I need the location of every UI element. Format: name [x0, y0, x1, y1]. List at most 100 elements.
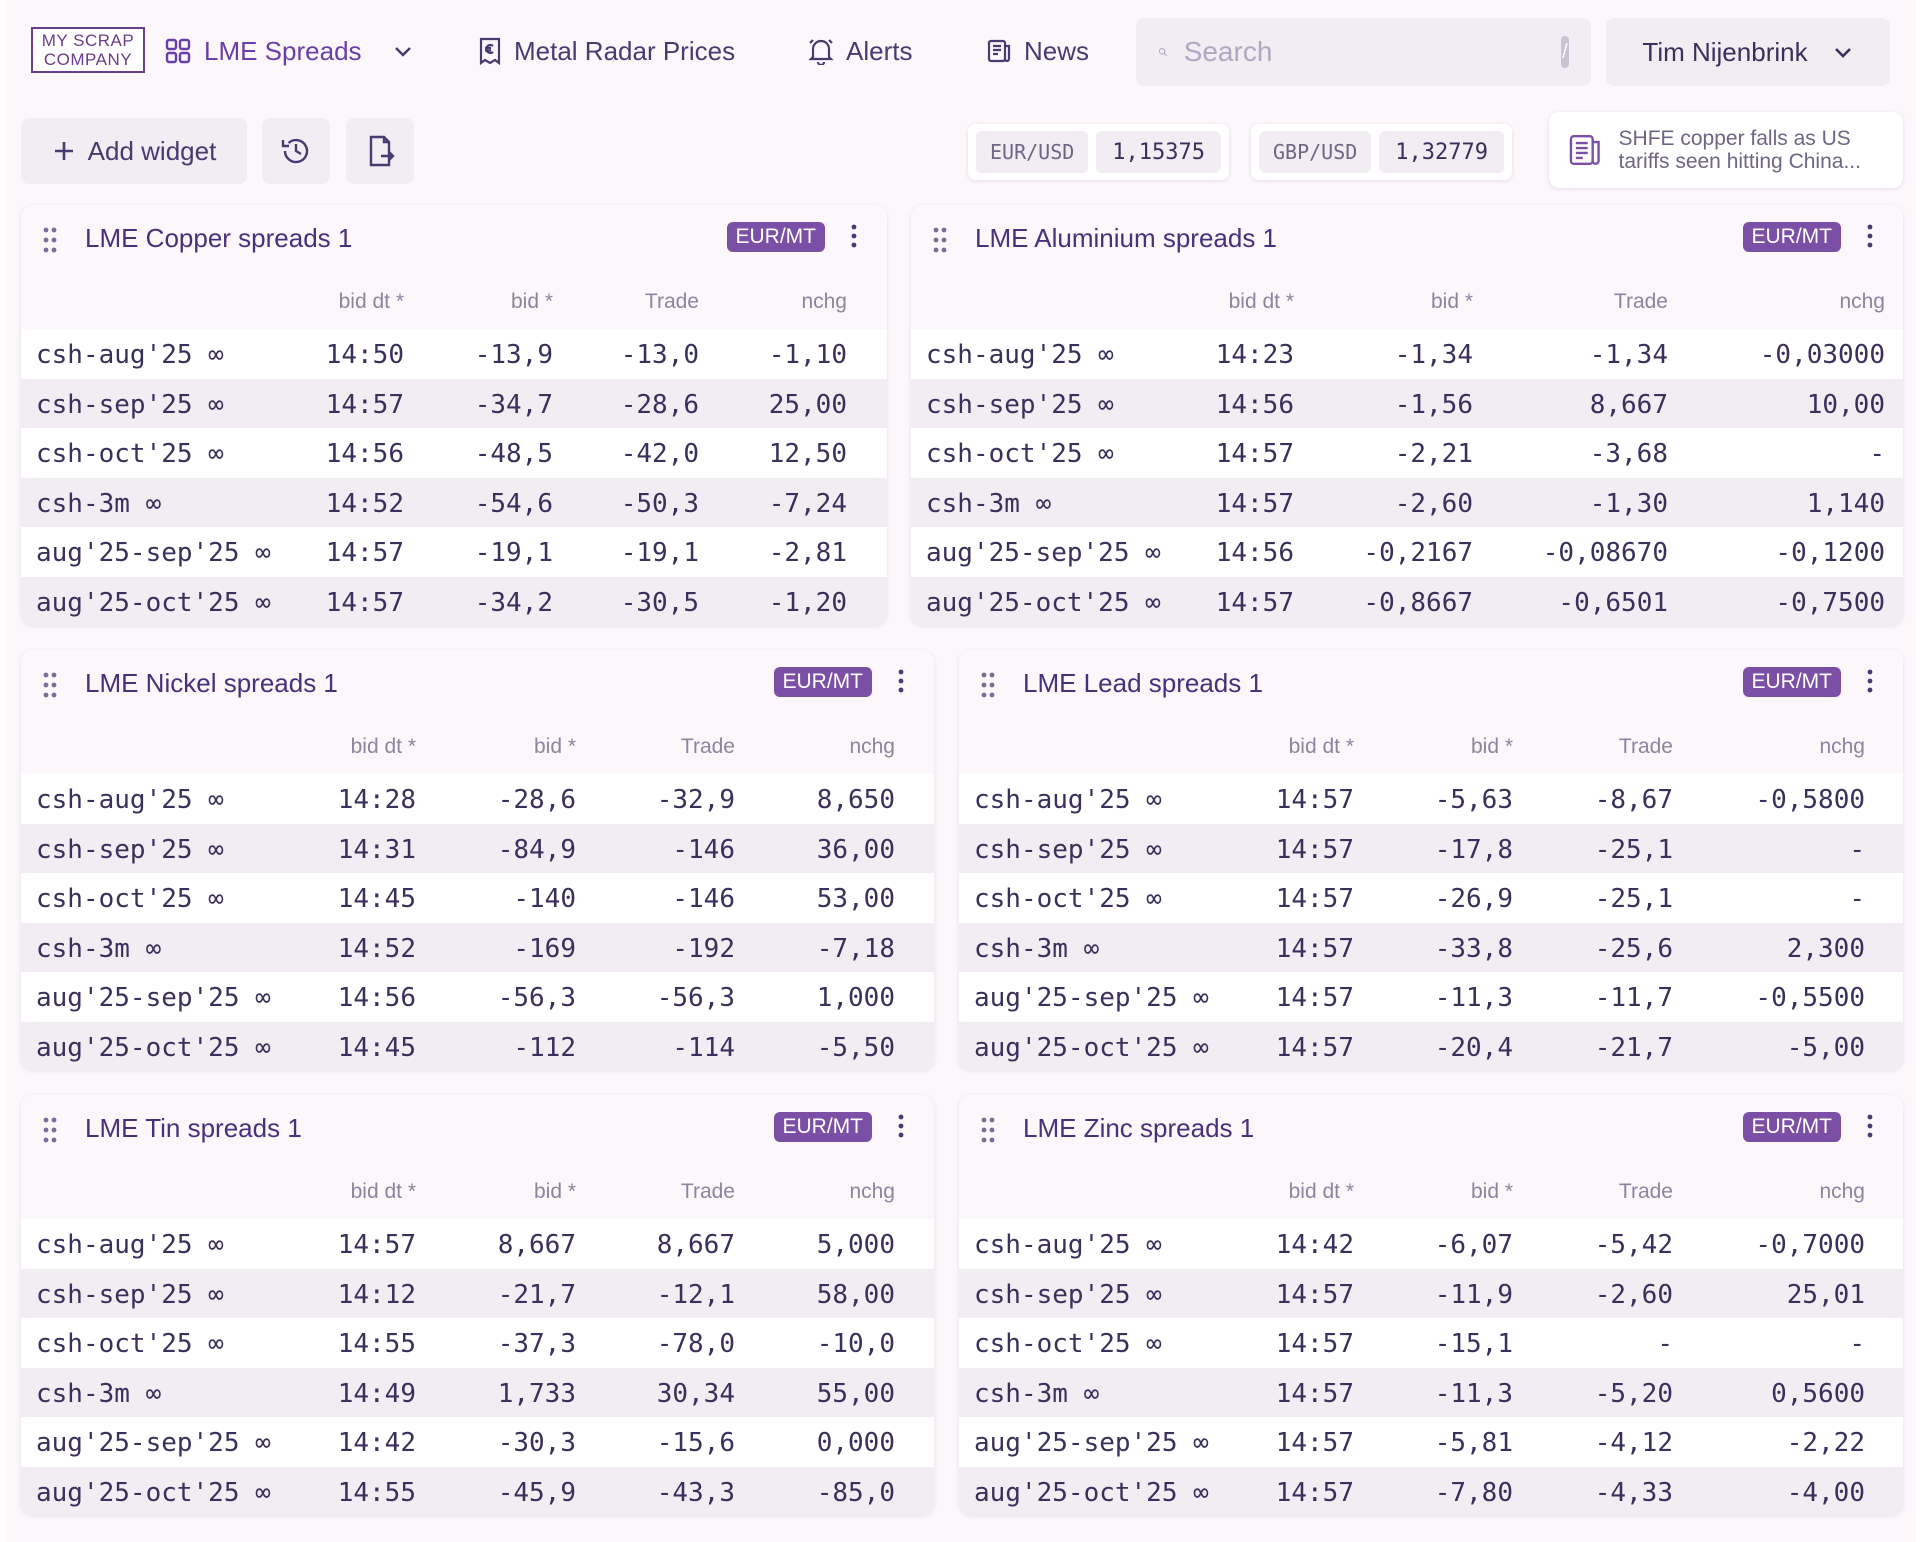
table-row[interactable]: csh-oct'25 ∞ 14:45 -140 -146 53,00	[21, 873, 934, 923]
table-row[interactable]: csh-sep'25 ∞ 14:57 -11,9 -2,60 25,01	[959, 1268, 1903, 1319]
table-row[interactable]: aug'25-oct'25 ∞ 14:45 -112 -114 -5,50	[21, 1021, 934, 1070]
table-row[interactable]: aug'25-oct'25 ∞ 14:57 -0,8667 -0,6501 -0,750…	[911, 576, 1903, 625]
column-header[interactable]: Trade	[680, 1180, 735, 1203]
column-header[interactable]: bid *	[1430, 290, 1473, 313]
table-row[interactable]: csh-aug'25 ∞ 14:28 -28,6 -32,9 8,650	[21, 774, 934, 824]
search-bar[interactable]: /	[1136, 18, 1591, 86]
column-header[interactable]: Trade	[1618, 735, 1673, 758]
table-row[interactable]: csh-3m ∞ 14:49 1,733 30,34 55,00	[21, 1367, 934, 1418]
table-row[interactable]: csh-oct'25 ∞ 14:57 -15,1 - -	[959, 1318, 1903, 1368]
table-row[interactable]: aug'25-oct'25 ∞ 14:57 -34,2 -30,5 -1,20	[21, 576, 887, 625]
column-header[interactable]: Trade	[680, 735, 735, 758]
column-header[interactable]: nchg	[1839, 290, 1885, 313]
more-options-icon[interactable]	[851, 223, 857, 254]
table-row[interactable]: csh-sep'25 ∞ 14:56 -1,56 8,667 10,00	[911, 378, 1903, 429]
column-header[interactable]: nchg	[801, 290, 847, 313]
column-header[interactable]: bid *	[1470, 1180, 1513, 1203]
table-row[interactable]: csh-sep'25 ∞ 14:57 -34,7 -28,6 25,00	[21, 378, 887, 429]
column-header[interactable]: bid *	[533, 735, 576, 758]
net-change: -1,20	[768, 587, 847, 618]
table-row[interactable]: csh-aug'25 ∞ 14:50 -13,9 -13,0 -1,10	[21, 329, 887, 379]
more-options-icon[interactable]	[1867, 668, 1873, 699]
drag-handle-icon[interactable]	[43, 227, 57, 258]
table-row[interactable]: aug'25-sep'25 ∞ 14:56 -56,3 -56,3 1,000	[21, 972, 934, 1022]
column-header[interactable]: bid dt *	[350, 1180, 416, 1203]
fx-rate: 1,15375	[1096, 131, 1222, 173]
table-row[interactable]: csh-aug'25 ∞ 14:42 -6,07 -5,42 -0,7000	[959, 1219, 1903, 1269]
spread-widget: LME Nickel spreads 1 EUR/MT bid dt * bid * T…	[21, 650, 934, 1070]
table-row[interactable]: aug'25-sep'25 ∞ 14:57 -11,3 -11,7 -0,5500	[959, 972, 1903, 1022]
table-row[interactable]: csh-3m ∞ 14:57 -2,60 -1,30 1,140	[911, 477, 1903, 528]
drag-handle-icon[interactable]	[933, 227, 947, 258]
table-row[interactable]: aug'25-sep'25 ∞ 14:56 -0,2167 -0,08670 -0,12…	[911, 527, 1903, 577]
more-options-icon[interactable]	[898, 1113, 904, 1144]
table-row[interactable]: csh-3m ∞ 14:57 -11,3 -5,20 0,5600	[959, 1367, 1903, 1418]
table-row[interactable]: csh-aug'25 ∞ 14:57 8,667 8,667 5,000	[21, 1219, 934, 1269]
table-row[interactable]: aug'25-sep'25 ∞ 14:57 -19,1 -19,1 -2,81	[21, 527, 887, 577]
column-header[interactable]: nchg	[849, 1180, 895, 1203]
table-row[interactable]: csh-sep'25 ∞ 14:31 -84,9 -146 36,00	[21, 823, 934, 874]
spread-name: csh-aug'25 ∞	[36, 785, 224, 815]
table-row[interactable]: csh-3m ∞ 14:52 -169 -192 -7,18	[21, 922, 934, 973]
table-row[interactable]: csh-aug'25 ∞ 14:23 -1,34 -1,34 -0,03000	[911, 329, 1903, 379]
table-header-row: bid dt * bid * Trade nchg	[21, 1163, 934, 1219]
add-widget-button[interactable]: Add widget	[21, 118, 247, 184]
trade-value: -25,1	[1594, 834, 1673, 865]
workspace-selector[interactable]: LME Spreads	[164, 30, 414, 72]
table-row[interactable]: csh-sep'25 ∞ 14:57 -17,8 -25,1 -	[959, 823, 1903, 874]
drag-handle-icon[interactable]	[981, 1117, 995, 1148]
news-ticker[interactable]: SHFE copper falls as US tariffs seen hit…	[1549, 112, 1903, 188]
fx-pair: EUR/USD	[976, 131, 1089, 173]
column-header[interactable]: bid *	[533, 1180, 576, 1203]
table-row[interactable]: aug'25-oct'25 ∞ 14:55 -45,9 -43,3 -85,0	[21, 1466, 934, 1515]
user-menu[interactable]: Tim Nijenbrink	[1606, 18, 1890, 86]
nav-news[interactable]: News	[986, 30, 1089, 72]
bid-value: -37,3	[497, 1329, 576, 1360]
company-logo[interactable]: MY SCRAP COMPANY	[31, 27, 145, 73]
column-header[interactable]: bid dt *	[350, 735, 416, 758]
more-options-icon[interactable]	[1867, 223, 1873, 254]
column-header[interactable]: Trade	[1613, 290, 1668, 313]
table-row[interactable]: aug'25-sep'25 ∞ 14:42 -30,3 -15,6 0,000	[21, 1417, 934, 1467]
drag-handle-icon[interactable]	[43, 672, 57, 703]
table-row[interactable]: csh-oct'25 ∞ 14:55 -37,3 -78,0 -10,0	[21, 1318, 934, 1368]
table-row[interactable]: aug'25-sep'25 ∞ 14:57 -5,81 -4,12 -2,22	[959, 1417, 1903, 1467]
table-row[interactable]: csh-oct'25 ∞ 14:57 -2,21 -3,68 -	[911, 428, 1903, 478]
trade-value: -0,08670	[1542, 538, 1668, 569]
widget-header: LME Copper spreads 1 EUR/MT	[21, 205, 887, 273]
table-row[interactable]: csh-3m ∞ 14:52 -54,6 -50,3 -7,24	[21, 477, 887, 528]
table-row[interactable]: aug'25-oct'25 ∞ 14:57 -7,80 -4,33 -4,00	[959, 1466, 1903, 1515]
nav-alerts[interactable]: Alerts	[808, 30, 912, 72]
bid-value: -11,3	[1434, 983, 1513, 1014]
column-header[interactable]: bid dt *	[1288, 735, 1354, 758]
column-header[interactable]: nchg	[1819, 735, 1865, 758]
more-options-icon[interactable]	[898, 668, 904, 699]
table-row[interactable]: csh-oct'25 ∞ 14:57 -26,9 -25,1 -	[959, 873, 1903, 923]
drag-handle-icon[interactable]	[43, 1117, 57, 1148]
table-row[interactable]: csh-3m ∞ 14:57 -33,8 -25,6 2,300	[959, 922, 1903, 973]
column-header[interactable]: nchg	[849, 735, 895, 758]
history-button[interactable]	[262, 118, 330, 184]
column-header[interactable]: nchg	[1819, 1180, 1865, 1203]
table-row[interactable]: aug'25-oct'25 ∞ 14:57 -20,4 -21,7 -5,00	[959, 1021, 1903, 1070]
table-row[interactable]: csh-aug'25 ∞ 14:57 -5,63 -8,67 -0,5800	[959, 774, 1903, 824]
table-row[interactable]: csh-oct'25 ∞ 14:56 -48,5 -42,0 12,50	[21, 428, 887, 478]
column-header[interactable]: Trade	[1618, 1180, 1673, 1203]
export-button[interactable]	[346, 118, 414, 184]
more-options-icon[interactable]	[1867, 1113, 1873, 1144]
column-header[interactable]: bid dt *	[338, 290, 404, 313]
drag-handle-icon[interactable]	[981, 672, 995, 703]
column-header[interactable]: Trade	[644, 290, 699, 313]
widget-title: LME Aluminium spreads 1	[975, 223, 1278, 253]
column-header[interactable]: bid *	[510, 290, 553, 313]
trade-value: -114	[672, 1032, 735, 1063]
search-input[interactable]	[1183, 36, 1545, 68]
table-row[interactable]: csh-sep'25 ∞ 14:12 -21,7 -12,1 58,00	[21, 1268, 934, 1319]
nav-metal-radar-prices[interactable]: Metal Radar Prices	[478, 30, 735, 72]
column-header[interactable]: bid dt *	[1228, 290, 1294, 313]
chevron-down-icon[interactable]	[392, 40, 414, 62]
spread-table: bid dt * bid * Trade nchg csh-aug'25 ∞ 14:50 -…	[21, 273, 887, 625]
column-header[interactable]: bid dt *	[1288, 1180, 1354, 1203]
column-header[interactable]: bid *	[1470, 735, 1513, 758]
nav-news-label: News	[1024, 35, 1090, 66]
